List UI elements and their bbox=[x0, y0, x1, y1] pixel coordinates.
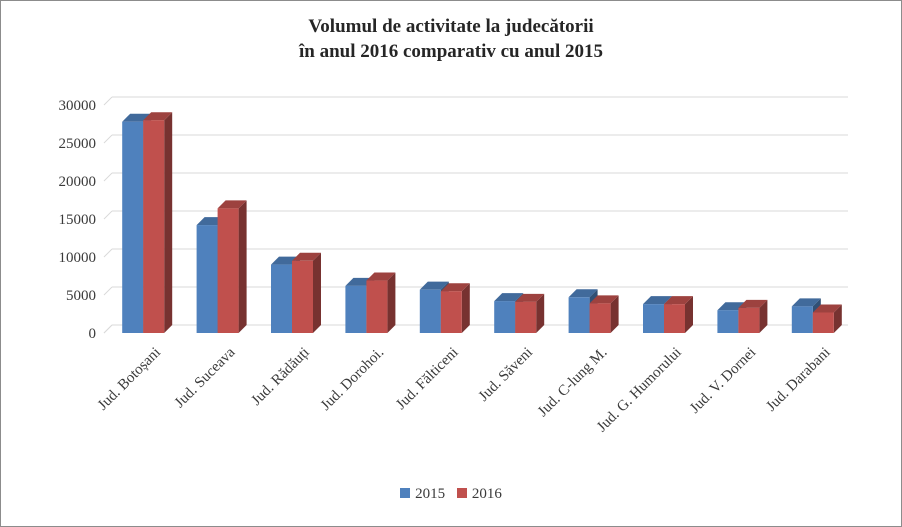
bar-top bbox=[515, 293, 545, 302]
bar-top bbox=[791, 298, 821, 307]
category-label: Jud. Fălticeni bbox=[393, 345, 461, 413]
bar-side bbox=[685, 296, 693, 333]
bar-2015 bbox=[122, 121, 144, 333]
bar-top bbox=[217, 200, 247, 209]
bar-top bbox=[143, 112, 173, 121]
legend-label-2015: 2015 bbox=[415, 486, 446, 502]
bar-top bbox=[419, 281, 449, 290]
bar-side bbox=[164, 112, 173, 333]
legend-swatch-2015 bbox=[400, 488, 411, 498]
bar-side bbox=[387, 272, 396, 333]
bar-top bbox=[664, 296, 693, 305]
chart-title-line-2: în anul 2016 comparativ cu anul 2015 bbox=[298, 41, 604, 62]
gridline-depth bbox=[103, 172, 113, 182]
bar-2016 bbox=[515, 301, 537, 333]
bar-top bbox=[440, 283, 470, 292]
bar-side bbox=[313, 252, 321, 333]
bar-2015 bbox=[196, 225, 218, 333]
y-tick-label: 20000 bbox=[59, 174, 97, 190]
bar-2015 bbox=[419, 289, 441, 333]
legend-label-2016: 2016 bbox=[471, 486, 502, 502]
y-tick-label: 25000 bbox=[59, 136, 97, 152]
chart-title: Volumul de activitate la judecătorii în … bbox=[0, 14, 902, 64]
bar-2015 bbox=[717, 310, 739, 333]
bar-top bbox=[738, 299, 768, 308]
bar-2016 bbox=[366, 280, 388, 333]
bar-2016 bbox=[812, 312, 834, 333]
bar-top bbox=[643, 296, 672, 305]
y-tick-label: 15000 bbox=[59, 212, 97, 228]
y-tick-label: 30000 bbox=[59, 98, 97, 114]
bar-top bbox=[812, 304, 842, 313]
category-label: Jud. Botoșani bbox=[95, 345, 164, 414]
bar-2015 bbox=[791, 306, 813, 333]
bar-top bbox=[568, 289, 598, 298]
bar-2016 bbox=[217, 208, 239, 333]
category-label: Jud. C-lung M. bbox=[535, 345, 611, 421]
gridline-depth bbox=[103, 248, 113, 258]
gridline-depth bbox=[103, 286, 113, 296]
bar-2016 bbox=[292, 260, 313, 333]
y-tick-label: 5000 bbox=[66, 288, 96, 304]
bar-top bbox=[589, 295, 619, 304]
category-label: Jud. Rădăuți bbox=[248, 345, 312, 409]
legend-swatch-2016 bbox=[456, 488, 467, 498]
category-label: Jud. V. Dornei bbox=[687, 345, 759, 417]
bar-top bbox=[292, 252, 321, 261]
gridline-depth bbox=[103, 96, 113, 106]
bar-side bbox=[759, 299, 768, 333]
bar-2015 bbox=[271, 264, 292, 333]
chart-title-line-1: Volumul de activitate la judecătorii bbox=[308, 16, 594, 37]
bar-side bbox=[610, 295, 619, 333]
legend-item-2015: 2015 bbox=[400, 486, 445, 503]
legend: 2015 2016 bbox=[0, 486, 902, 503]
bar-top bbox=[494, 293, 524, 302]
bar-top bbox=[366, 272, 396, 281]
gridline-depth bbox=[103, 324, 113, 334]
category-label: Jud. Dorohoi. bbox=[318, 345, 387, 414]
bar-2016 bbox=[589, 303, 611, 333]
category-label: Jud. Săveni bbox=[476, 345, 536, 405]
category-label: Jud. Darabani bbox=[763, 345, 833, 415]
legend-item-2016: 2016 bbox=[456, 486, 502, 503]
bar-2016 bbox=[738, 307, 760, 333]
bar-2016 bbox=[440, 291, 462, 333]
bar-2015 bbox=[643, 304, 664, 333]
bar-2015 bbox=[494, 301, 516, 333]
bar-side bbox=[536, 293, 545, 333]
bar-2015 bbox=[568, 297, 590, 333]
bar-side bbox=[238, 200, 247, 333]
y-tick-label: 0 bbox=[89, 326, 97, 342]
bar-2016 bbox=[143, 120, 165, 333]
gridline-depth bbox=[103, 210, 113, 220]
bar-2016 bbox=[664, 304, 685, 333]
bar-2015 bbox=[345, 285, 367, 333]
category-label: Jud. Suceava bbox=[172, 344, 239, 411]
gridline-depth bbox=[103, 134, 113, 144]
y-tick-label: 10000 bbox=[59, 250, 97, 266]
bar-side bbox=[461, 283, 470, 333]
bar-side bbox=[833, 304, 842, 333]
